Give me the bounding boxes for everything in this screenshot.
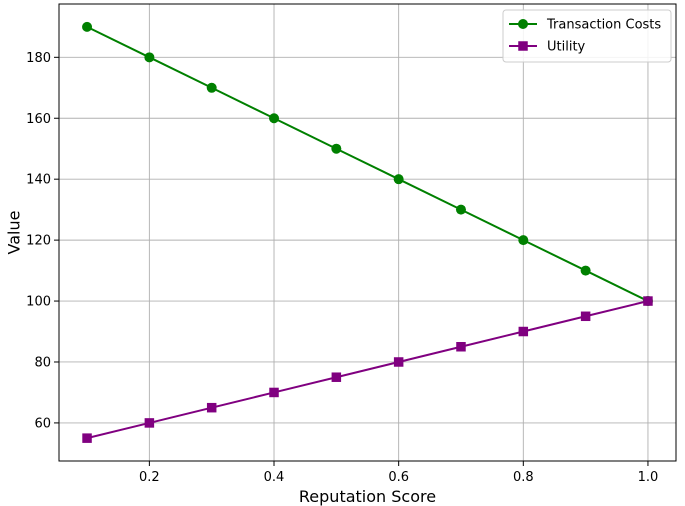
series-utility xyxy=(82,296,653,443)
y-axis-label: Value xyxy=(5,211,24,255)
data-point-square xyxy=(331,372,342,382)
data-point-circle xyxy=(144,52,155,63)
y-tick-label: 120 xyxy=(26,234,51,249)
data-point-square xyxy=(643,296,653,306)
legend-label: Transaction Costs xyxy=(546,18,661,33)
data-point-square xyxy=(206,402,217,413)
x-tick-label: 0.8 xyxy=(513,470,534,485)
legend-item: Transaction Costs xyxy=(509,18,661,33)
legend-label: Utility xyxy=(547,40,586,55)
data-point-square xyxy=(518,326,529,337)
data-point-circle xyxy=(455,204,466,215)
data-point-square xyxy=(82,433,92,443)
data-point-circle xyxy=(206,82,217,93)
data-point-circle xyxy=(518,235,529,246)
y-tick-label: 160 xyxy=(26,112,51,127)
x-axis-label: Reputation Score xyxy=(299,487,436,506)
legend: Transaction Costs Utility xyxy=(502,9,672,63)
legend-box xyxy=(502,9,672,63)
data-point-circle xyxy=(518,19,528,29)
data-point-circle xyxy=(269,113,280,124)
x-tick-label: 0.6 xyxy=(388,470,409,485)
x-tick-label: 0.4 xyxy=(264,470,285,485)
plot-frame xyxy=(58,3,677,462)
series-line xyxy=(86,300,649,440)
data-point-square xyxy=(393,357,404,367)
data-point-circle xyxy=(331,143,342,154)
y-tick-label: 60 xyxy=(34,416,51,431)
axis-ticks: 0.2 0.4 0.6 0.8 1.0 60 80 100 120 140 160 180 xyxy=(26,51,658,485)
data-point-square xyxy=(269,387,279,398)
y-tick-label: 80 xyxy=(34,355,51,370)
series-line xyxy=(86,25,649,302)
data-point-circle xyxy=(82,21,93,32)
y-tick-label: 140 xyxy=(26,173,51,188)
series-transaction-costs xyxy=(82,21,653,307)
grid xyxy=(59,4,676,461)
legend-item: Utility xyxy=(509,40,586,55)
data-point-circle xyxy=(393,174,404,185)
series-lines xyxy=(82,21,653,443)
y-tick-label: 100 xyxy=(26,295,51,310)
data-point-circle xyxy=(580,265,591,276)
x-tick-label: 1.0 xyxy=(638,470,659,485)
data-point-square xyxy=(580,311,591,322)
data-point-square xyxy=(144,418,155,428)
x-tick-label: 0.2 xyxy=(139,470,160,485)
data-point-square xyxy=(518,41,528,51)
y-tick-label: 180 xyxy=(26,51,51,66)
data-point-square xyxy=(456,342,466,352)
